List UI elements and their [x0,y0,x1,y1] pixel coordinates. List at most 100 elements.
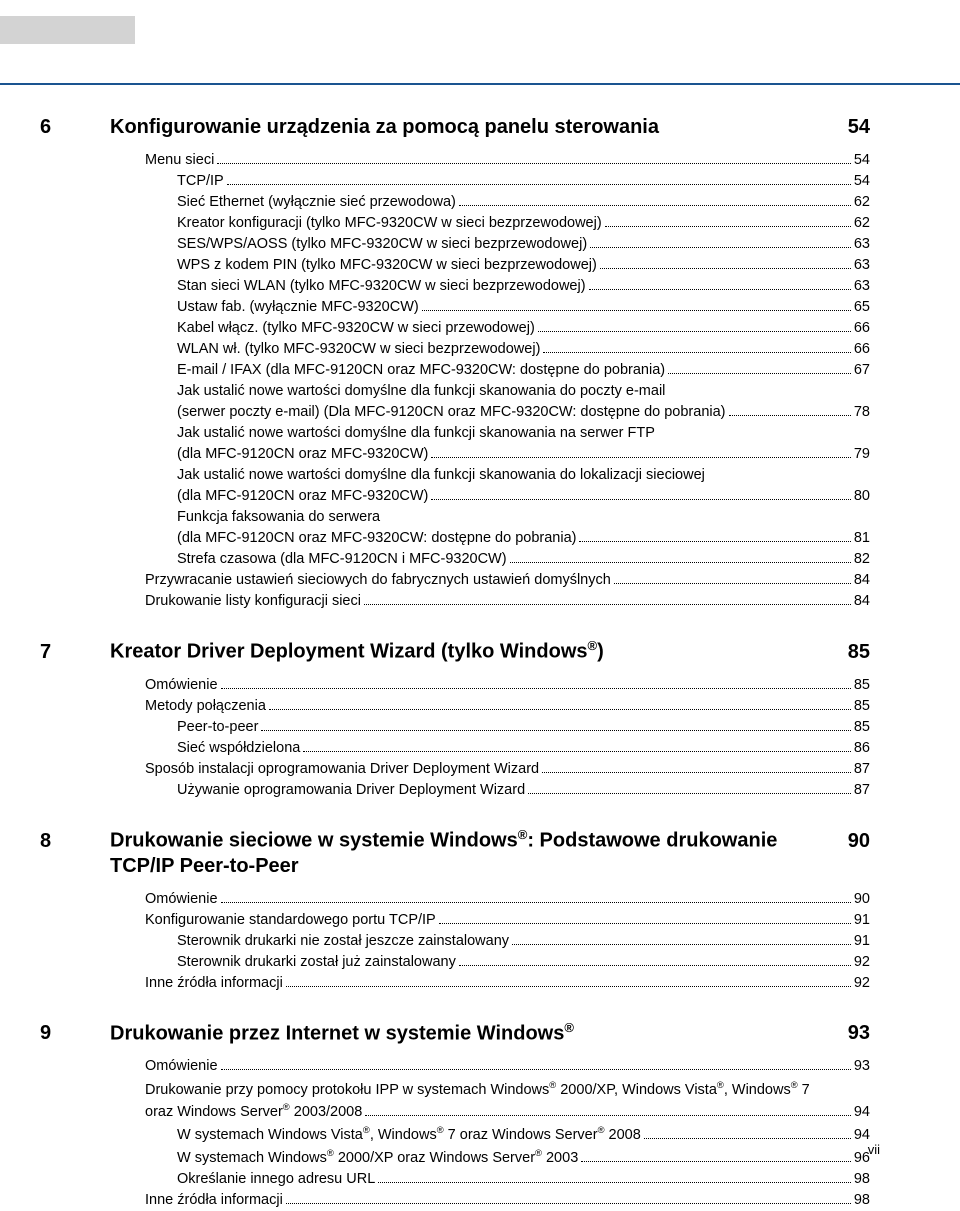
dot-leader [227,184,851,185]
toc-entries: Omówienie85Metody połączenia85Peer-to-pe… [40,675,870,801]
toc-entry-page: 78 [854,402,870,423]
toc-entry-text: E-mail / IFAX (dla MFC-9120CN oraz MFC-9… [177,360,665,381]
toc-entry: TCP/IP 54 [145,171,870,192]
toc-entry: Kreator konfiguracji (tylko MFC-9320CW w… [145,213,870,234]
toc-entry: Sposób instalacji oprogramowania Driver … [145,759,870,780]
toc-entry-text: Inne źródła informacji [145,973,283,994]
page-number: vii [868,1142,880,1157]
toc-entry: Przywracanie ustawień sieciowych do fabr… [145,570,870,591]
toc-entry-page: 62 [854,213,870,234]
toc-entry: (dla MFC-9120CN oraz MFC-9320CW)79 [145,444,870,465]
dot-leader [589,289,851,290]
section-number: 7 [40,641,110,664]
toc-entry-text: Sieć Ethernet (wyłącznie sieć przewodowa… [177,192,456,213]
toc-entry-page: 67 [854,360,870,381]
dot-leader [365,1115,851,1116]
toc-entry-text: Peer-to-peer [177,717,258,738]
section-title: Kreator Driver Deployment Wizard (tylko … [110,638,604,665]
toc-entry-page: 65 [854,297,870,318]
toc-entry: Sieć Ethernet (wyłącznie sieć przewodowa… [145,192,870,213]
toc-entry: Jak ustalić nowe wartości domyślne dla f… [145,465,870,486]
toc-entry: Drukowanie przy pomocy protokołu IPP w s… [145,1078,870,1101]
toc-entry-page: 66 [854,318,870,339]
dot-leader [600,268,851,269]
toc-entries: Omówienie93Drukowanie przy pomocy protok… [40,1056,870,1210]
toc-entry-page: 86 [854,738,870,759]
toc-entry: (dla MFC-9120CN oraz MFC-9320CW: dostępn… [145,528,870,549]
dot-leader [439,923,851,924]
section-number: 6 [40,116,110,139]
toc-entry-text: Sterownik drukarki nie został jeszcze za… [177,931,509,952]
toc-entry-text: Menu sieci [145,150,214,171]
toc-entry-page: 93 [854,1056,870,1077]
dot-leader [459,965,851,966]
toc-entry: Drukowanie listy konfiguracji sieci84 [145,591,870,612]
toc-entry: Funkcja faksowania do serwera [145,507,870,528]
dot-leader [590,247,851,248]
toc-entry-page: 54 [854,150,870,171]
toc-entry: Omówienie93 [145,1056,870,1077]
section-page: 54 [848,116,870,139]
dot-leader [431,499,850,500]
toc-entry-text: W systemach Windows® 2000/XP oraz Window… [177,1146,578,1169]
section-header: 8Drukowanie sieciowe w systemie Windows®… [40,827,870,879]
toc-entry: W systemach Windows Vista®, Windows® 7 o… [145,1123,870,1146]
toc-entry-text: Stan sieci WLAN (tylko MFC-9320CW w siec… [177,276,586,297]
toc-entry: Peer-to-peer85 [145,717,870,738]
toc-entry-text: Funkcja faksowania do serwera [177,507,380,528]
toc-entry-page: 87 [854,780,870,801]
toc-section: 9Drukowanie przez Internet w systemie Wi… [40,1020,870,1211]
toc-entry-page: 87 [854,759,870,780]
toc-entry: SES/WPS/AOSS (tylko MFC-9320CW w sieci b… [145,234,870,255]
toc-entry-page: 81 [854,528,870,549]
toc-entry-text: oraz Windows Server® 2003/2008 [145,1100,362,1123]
toc-entry-page: 62 [854,192,870,213]
dot-leader [221,688,851,689]
toc-entry-text: TCP/IP [177,171,224,192]
toc-entry-text: Konfigurowanie standardowego portu TCP/I… [145,910,436,931]
dot-leader [510,562,851,563]
dot-leader [286,986,851,987]
toc-entry-text: (serwer poczty e-mail) (Dla MFC-9120CN o… [177,402,726,423]
section-header: 6Konfigurowanie urządzenia za pomocą pan… [40,115,870,140]
toc-entry: WLAN wł. (tylko MFC-9320CW w sieci bezpr… [145,339,870,360]
toc-entry-page: 91 [854,910,870,931]
toc-entry-page: 84 [854,570,870,591]
toc-entry: Konfigurowanie standardowego portu TCP/I… [145,910,870,931]
toc-entry-page: 54 [854,171,870,192]
dot-leader [668,373,851,374]
toc-entry-text: Używanie oprogramowania Driver Deploymen… [177,780,525,801]
section-number: 8 [40,830,110,853]
toc-entry-text: Drukowanie przy pomocy protokołu IPP w s… [145,1078,810,1101]
dot-leader [364,604,851,605]
toc-entry: oraz Windows Server® 2003/200894 [145,1100,870,1123]
toc-entry-text: Sieć współdzielona [177,738,300,759]
dot-leader [459,205,851,206]
toc-entry-page: 92 [854,952,870,973]
toc-entry-page: 79 [854,444,870,465]
toc-section: 8Drukowanie sieciowe w systemie Windows®… [40,827,870,994]
toc-entry: Stan sieci WLAN (tylko MFC-9320CW w siec… [145,276,870,297]
toc-entry-text: SES/WPS/AOSS (tylko MFC-9320CW w sieci b… [177,234,587,255]
dot-leader [579,541,850,542]
dot-leader [614,583,851,584]
dot-leader [528,793,851,794]
toc-entry-page: 98 [854,1190,870,1211]
page-header [0,0,960,85]
toc-content: 6Konfigurowanie urządzenia za pomocą pan… [0,85,960,1211]
toc-entry: Jak ustalić nowe wartości domyślne dla f… [145,423,870,444]
section-title: Drukowanie sieciowe w systemie Windows®:… [110,827,828,879]
toc-section: 6Konfigurowanie urządzenia za pomocą pan… [40,115,870,612]
toc-entry: W systemach Windows® 2000/XP oraz Window… [145,1146,870,1169]
toc-entry: Metody połączenia85 [145,696,870,717]
section-title: Drukowanie przez Internet w systemie Win… [110,1020,574,1047]
section-page: 85 [848,641,870,664]
section-page: 90 [848,830,870,853]
dot-leader [605,226,851,227]
toc-entry-page: 92 [854,973,870,994]
toc-entry-text: Sterownik drukarki został już zainstalow… [177,952,456,973]
toc-entry: Omówienie90 [145,889,870,910]
toc-entry: (dla MFC-9120CN oraz MFC-9320CW)80 [145,486,870,507]
toc-entry: Sieć współdzielona 86 [145,738,870,759]
toc-entry-text: WPS z kodem PIN (tylko MFC-9320CW w siec… [177,255,597,276]
